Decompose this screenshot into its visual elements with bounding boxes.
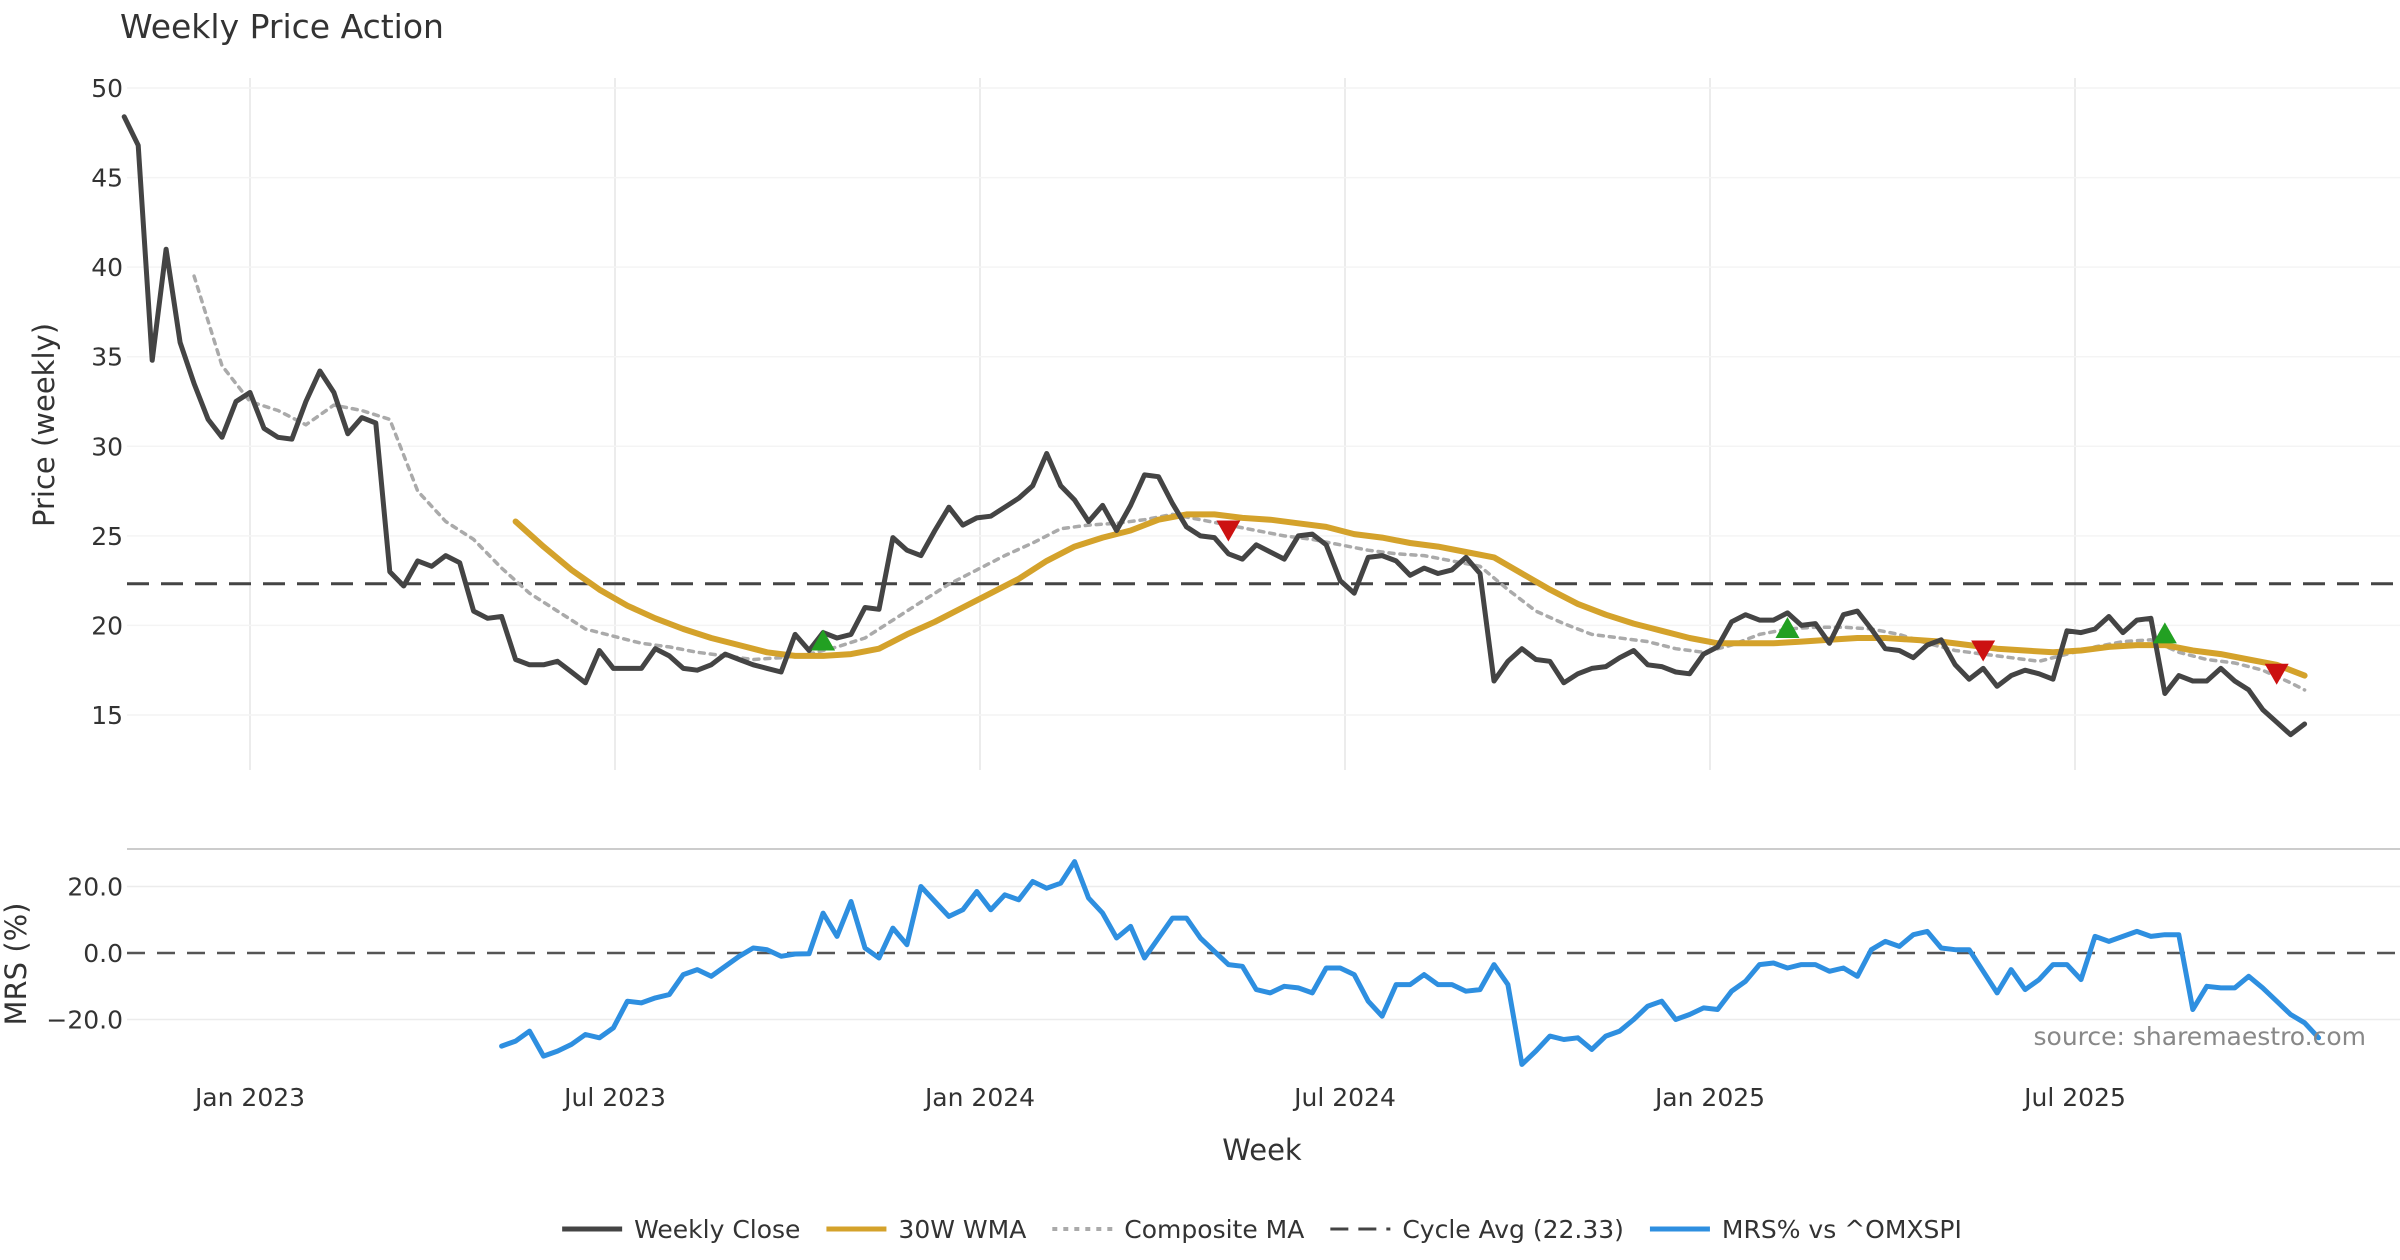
- price-y-axis-label: Price (weekly): [27, 323, 61, 527]
- legend-item: 30W WMA: [826, 1215, 1026, 1244]
- legend-item: MRS% vs ^OMXSPI: [1649, 1215, 1962, 1244]
- price-y-tick-label: 15: [91, 701, 123, 730]
- series-composite-ma: [192, 274, 2307, 692]
- mrs-panel: −20.0 0.0 20.0 MRS (%) source: sharemaestr…: [0, 859, 2400, 1067]
- price-gridlines: [127, 78, 2400, 770]
- x-tick-label: Jan 2025: [1653, 1083, 1765, 1112]
- mrs-series-lines: [499, 859, 2322, 1067]
- legend-label: Cycle Avg (22.33): [1402, 1215, 1624, 1244]
- price-y-tick-label: 20: [91, 611, 123, 640]
- price-panel: 15 20 25 30 35 40 45 50 Price (weekly): [27, 74, 2400, 770]
- price-y-tick-label: 40: [91, 253, 123, 282]
- buy-signal-marker: [1775, 617, 1800, 639]
- sell-signal-marker: [1216, 520, 1241, 542]
- mrs-y-axis-label: MRS (%): [0, 903, 33, 1026]
- price-y-ticks: 15 20 25 30 35 40 45 50: [91, 74, 123, 730]
- x-tick-label: Jan 2023: [193, 1083, 305, 1112]
- x-axis-ticks: Jan 2023 Jul 2023 Jan 2024 Jul 2024 Jan 2025…: [193, 1083, 2126, 1112]
- legend-item: Composite MA: [1052, 1215, 1304, 1244]
- mrs-y-tick-label: 20.0: [67, 873, 123, 902]
- legend-label: MRS% vs ^OMXSPI: [1722, 1215, 1962, 1244]
- price-y-tick-label: 35: [91, 343, 123, 372]
- price-series-lines: [121, 114, 2308, 738]
- x-tick-label: Jul 2023: [562, 1083, 666, 1112]
- legend: Weekly Close 30W WMA Composite MA Cycle Avg…: [562, 1215, 1962, 1244]
- mrs-gridlines: [127, 885, 2400, 1021]
- series-mrs: [499, 859, 2322, 1067]
- sell-signal-marker: [2264, 663, 2289, 685]
- buy-signal-marker: [2152, 622, 2177, 644]
- legend-label: Composite MA: [1124, 1215, 1304, 1244]
- price-y-tick-label: 45: [91, 164, 123, 193]
- series-30w-wma: [512, 511, 2308, 679]
- legend-label: 30W WMA: [898, 1215, 1026, 1244]
- legend-item: Weekly Close: [562, 1215, 800, 1244]
- signal-markers: [811, 520, 2289, 685]
- mrs-y-tick-label: 0.0: [83, 939, 123, 968]
- x-tick-label: Jul 2025: [2022, 1083, 2126, 1112]
- series-weekly-close: [121, 114, 2308, 738]
- x-axis-label: Week: [1222, 1133, 1302, 1167]
- mrs-y-tick-label: −20.0: [46, 1006, 123, 1035]
- sell-signal-marker: [1971, 640, 1996, 662]
- x-tick-label: Jul 2024: [1292, 1083, 1396, 1112]
- chart-title: Weekly Price Action: [120, 7, 444, 46]
- price-y-tick-label: 25: [91, 522, 123, 551]
- mrs-y-ticks: −20.0 0.0 20.0: [46, 873, 123, 1035]
- x-tick-label: Jan 2024: [923, 1083, 1035, 1112]
- buy-signal-marker: [811, 629, 836, 651]
- watermark-text: source: sharemaestro.com: [2034, 1022, 2367, 1051]
- price-y-tick-label: 30: [91, 432, 123, 461]
- legend-item: Cycle Avg (22.33): [1330, 1215, 1624, 1244]
- price-y-tick-label: 50: [91, 74, 123, 103]
- legend-label: Weekly Close: [634, 1215, 800, 1244]
